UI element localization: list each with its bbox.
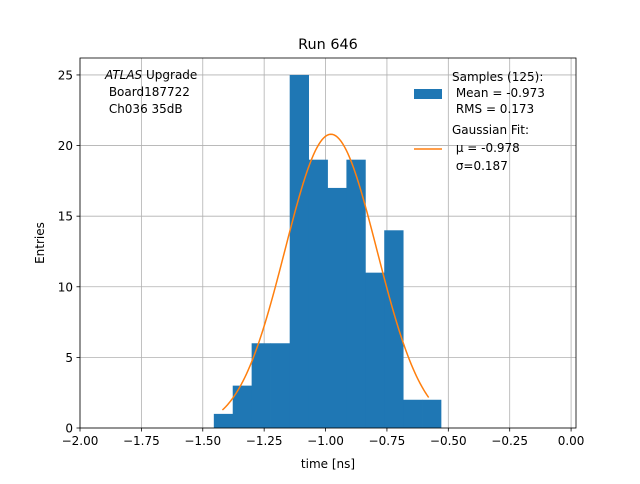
- x-tick-label: −0.50: [430, 434, 467, 448]
- y-tick-label: 10: [58, 280, 73, 294]
- histogram-bar: [403, 399, 423, 428]
- histogram-bar: [346, 159, 366, 428]
- x-tick-label: −0.75: [369, 434, 406, 448]
- x-tick-label: 0.00: [558, 434, 585, 448]
- histogram-bar: [289, 74, 310, 428]
- fit-curve: [221, 133, 430, 411]
- x-tick-label: −1.00: [307, 434, 344, 448]
- y-tick-label: 0: [65, 422, 73, 436]
- legend-samples-rms: RMS = 0.173: [452, 102, 534, 116]
- y-axis-ticks: 0 5 10 15 20 25: [58, 68, 80, 436]
- histogram-bar: [308, 159, 328, 428]
- atlas-annotation: ATLAS Upgrade Board187722 Ch036 35dB: [104, 68, 197, 116]
- axes-frame: [79, 57, 577, 429]
- annotation-channel: Ch036 35dB: [105, 102, 183, 116]
- annotation-board: Board187722: [105, 85, 190, 99]
- legend-samples-swatch: [414, 89, 442, 99]
- histogram-bar: [422, 399, 442, 428]
- legend: Samples (125): Mean = -0.973 RMS = 0.173…: [414, 70, 545, 173]
- histogram-bar: [327, 187, 347, 428]
- x-tick-label: −1.75: [123, 434, 160, 448]
- gaussian-fit: [221, 133, 430, 411]
- legend-fit-title: Gaussian Fit:: [452, 123, 529, 137]
- x-axis-label: time [ns]: [301, 457, 355, 471]
- legend-samples-mean: Mean = -0.973: [452, 86, 545, 100]
- y-tick-label: 15: [58, 210, 73, 224]
- histogram-bar: [232, 385, 253, 428]
- histogram-bar: [270, 343, 291, 428]
- histogram-bar: [251, 343, 271, 428]
- svg-text:ATLAS Upgrade: ATLAS Upgrade: [104, 68, 197, 82]
- x-tick-label: −2.00: [62, 434, 99, 448]
- histogram-bar: [365, 272, 385, 428]
- legend-samples-title: Samples (125):: [452, 70, 543, 84]
- histogram-bars: [213, 74, 442, 428]
- annotation-italic: ATLAS: [104, 68, 143, 82]
- y-tick-label: 5: [65, 351, 73, 365]
- y-tick-label: 25: [58, 68, 73, 82]
- y-tick-label: 20: [58, 139, 73, 153]
- histogram-bar: [384, 230, 404, 428]
- x-axis-ticks: −2.00 −1.75 −1.50 −1.25 −1.00 −0.75 −0.50 −0.25…: [62, 428, 585, 448]
- histogram-bar: [213, 413, 234, 428]
- y-axis-label: Entries: [33, 222, 47, 264]
- legend-fit-mu: μ = -0.978: [452, 141, 520, 155]
- x-tick-label: −0.25: [491, 434, 528, 448]
- x-tick-label: −1.50: [184, 434, 221, 448]
- annotation-title-rest: Upgrade: [142, 68, 197, 82]
- chart-title: Run 646: [298, 37, 358, 53]
- x-tick-label: −1.25: [246, 434, 283, 448]
- legend-fit-sigma: σ=0.187: [452, 159, 508, 173]
